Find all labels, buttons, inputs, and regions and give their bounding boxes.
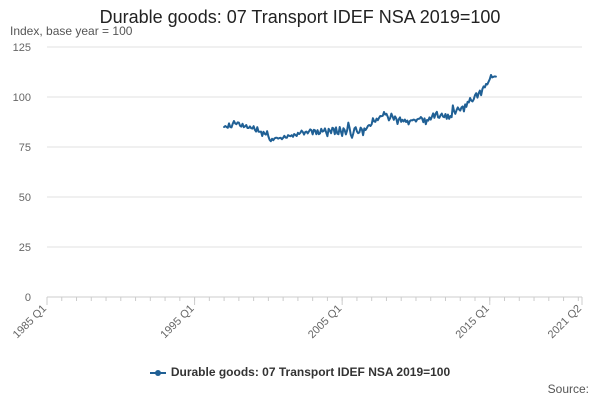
series-line [223, 74, 497, 143]
x-tick-label: 2021 Q2 [546, 303, 584, 341]
y-tick-label: 125 [13, 42, 31, 54]
legend-label: Durable goods: 07 Transport IDEF NSA 201… [170, 365, 451, 379]
y-axis-title: Index, base year = 100 [10, 24, 133, 38]
source-label: Source: [547, 382, 589, 396]
y-tick-label: 0 [25, 292, 31, 304]
x-tick-label: 2005 Q1 [306, 303, 344, 341]
y-tick-label: 50 [19, 192, 31, 204]
x-tick-label: 1995 Q1 [158, 303, 196, 341]
x-tick-label: 2015 Q1 [454, 303, 492, 341]
chart-title: Durable goods: 07 Transport IDEF NSA 201… [99, 7, 501, 27]
legend-marker-icon [149, 369, 166, 376]
x-tick-label: 1985 Q1 [11, 303, 49, 341]
y-tick-label: 75 [19, 142, 31, 154]
y-tick-label: 100 [13, 92, 31, 104]
y-tick-label: 25 [19, 242, 31, 254]
legend[interactable]: Durable goods: 07 Transport IDEF NSA 201… [0, 365, 600, 379]
